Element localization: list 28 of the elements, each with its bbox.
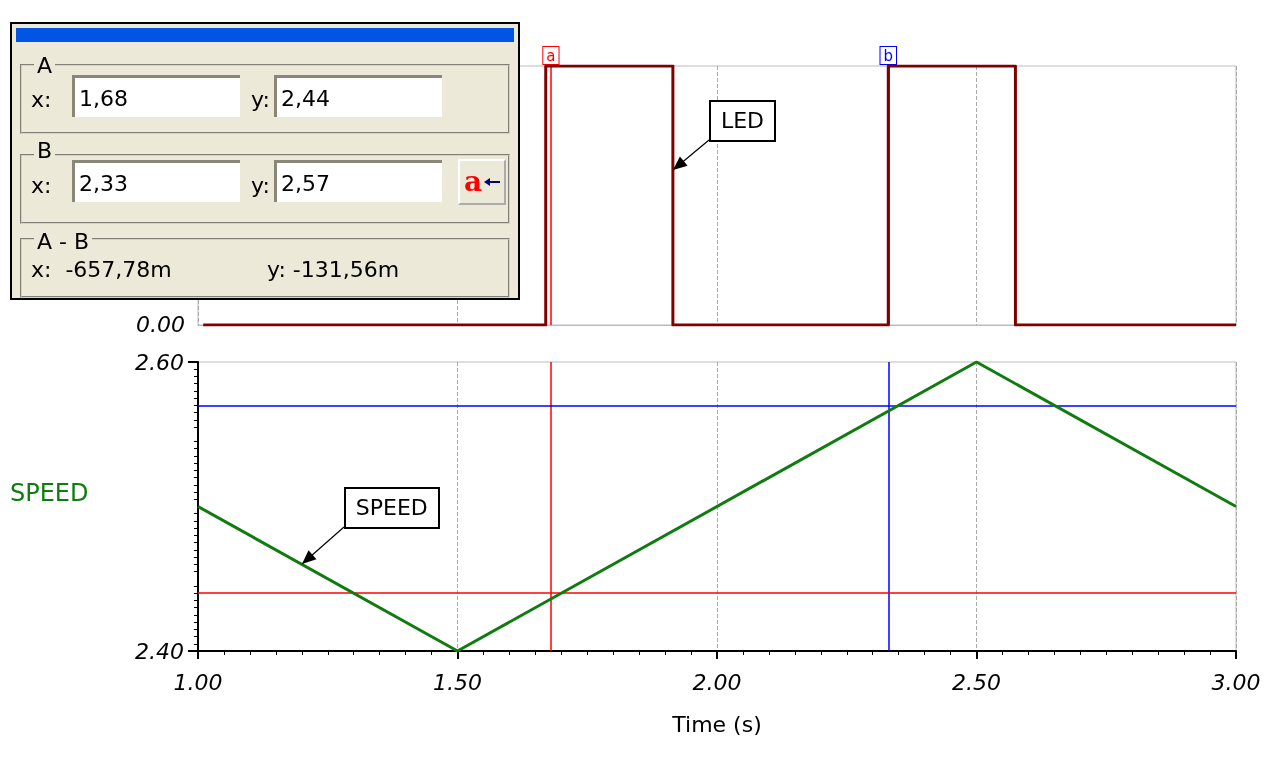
x-tick-label: 2.50 <box>952 669 1001 695</box>
annotation: a <box>463 165 483 198</box>
text: A <box>34 52 56 80</box>
text-field: 1,68 <box>72 75 240 117</box>
text: x: <box>28 172 55 200</box>
text: 0.00 <box>135 311 185 339</box>
text: B <box>34 137 56 165</box>
ref-line-label: a <box>546 46 556 65</box>
y-axis-title: SPEED <box>10 479 89 507</box>
y-tick-label: 2.60 <box>135 349 184 375</box>
text-field: 2,57 <box>274 160 442 202</box>
x-tick-label: 2.00 <box>692 669 742 695</box>
ref-line-label: b <box>883 46 894 65</box>
annotation: y: -131,56m <box>264 256 403 284</box>
text: A - B <box>34 228 93 256</box>
x-axis-title: Time (s) <box>671 711 762 737</box>
x-tick-label: 3.00 <box>1211 669 1261 695</box>
text: x: <box>28 86 55 114</box>
x-tick-label: 1.50 <box>433 669 482 695</box>
annotation: y: <box>248 86 273 114</box>
text: SPEED <box>343 487 440 530</box>
y-tick-label: 2.40 <box>135 638 184 664</box>
text: x: -657,78m <box>28 256 175 284</box>
text-field: 2,33 <box>72 160 240 202</box>
text: LED <box>708 99 776 142</box>
x-tick-label: 1.00 <box>173 669 223 695</box>
annotation: y: <box>248 172 273 200</box>
text-field: 2,44 <box>274 75 442 117</box>
